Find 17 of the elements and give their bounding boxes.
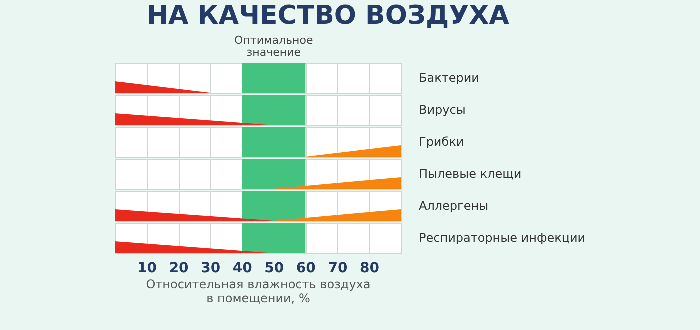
x-tick-label: 70 bbox=[328, 260, 348, 276]
x-tick-label: 10 bbox=[137, 260, 157, 276]
y-axis-title: Респираторные инфекции bbox=[418, 231, 586, 245]
chart-title: НА КАЧЕСТВО ВОЗДУХА bbox=[146, 1, 509, 31]
x-tick-label: 40 bbox=[232, 260, 252, 276]
x-tick-label: 60 bbox=[296, 260, 316, 276]
x-tick-label: 20 bbox=[168, 260, 189, 276]
y-axis-title: Бактерии bbox=[418, 71, 479, 85]
y-axis-title: Пылевые клещи bbox=[418, 167, 522, 181]
y-axis-title: Вирусы bbox=[418, 103, 466, 117]
band-label: Оптимальное значение bbox=[234, 34, 313, 59]
x-tick-label: 80 bbox=[359, 260, 380, 276]
x-axis-title: Относительная влажность воздуха в помещении, % bbox=[146, 278, 370, 306]
y-axis-title: Грибки bbox=[418, 135, 464, 149]
x-tick-label: 30 bbox=[200, 260, 220, 276]
x-tick-label: 50 bbox=[264, 260, 284, 276]
y-axis-title: Аллергены bbox=[418, 199, 488, 213]
